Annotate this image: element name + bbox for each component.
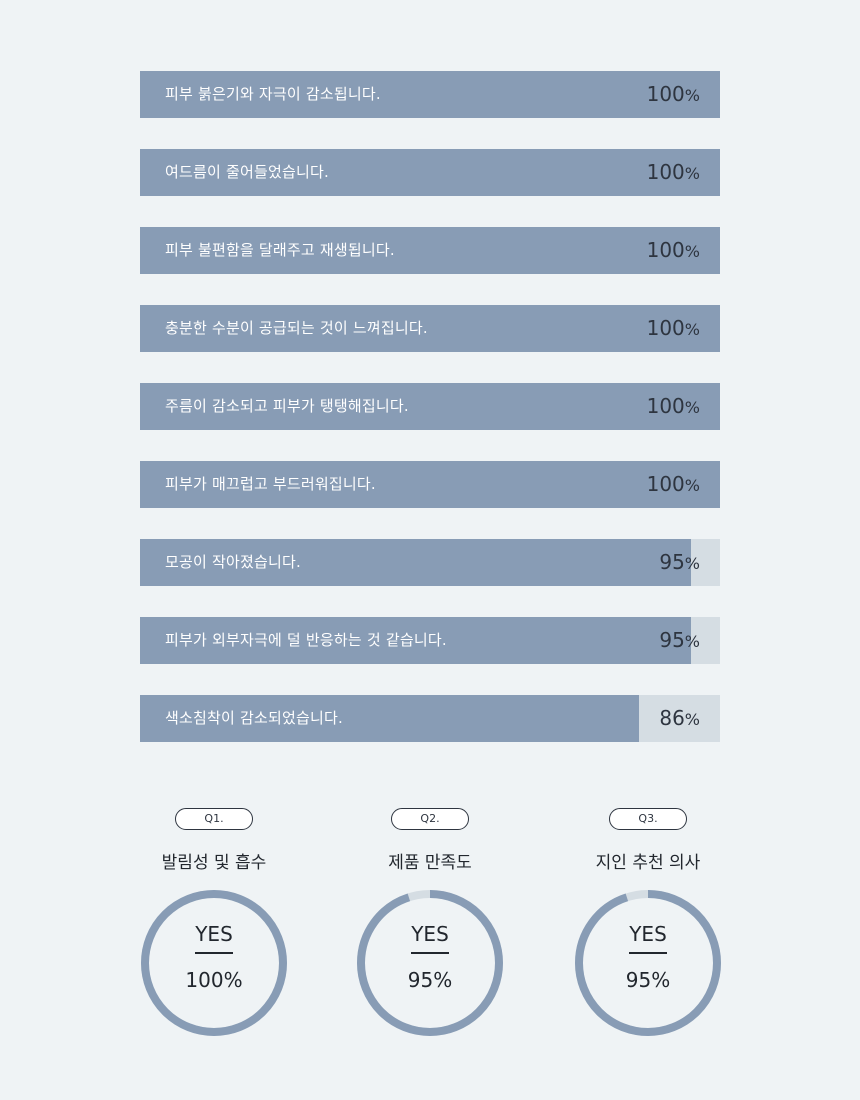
bar-row: 피부가 외부자극에 덜 반응하는 것 같습니다. 95% — [140, 617, 720, 664]
bar-fill — [140, 149, 720, 196]
q3-tag: Q3. — [609, 808, 687, 830]
bar-row: 충분한 수분이 공급되는 것이 느껴집니다. 100% — [140, 305, 720, 352]
bar-value-number: 86 — [659, 706, 685, 730]
bar-value-label: 86% — [659, 695, 700, 742]
q1-donut: YES 100% — [139, 888, 289, 1038]
bar-row: 여드름이 줄어들었습니다. 100% — [140, 149, 720, 196]
bar-value-number: 100 — [646, 394, 685, 418]
bar-value-number: 95 — [659, 628, 685, 652]
bar-fill — [140, 617, 691, 664]
bar-fill — [140, 461, 720, 508]
q2-donut-block: Q2. 제품 만족도 YES 95% — [355, 807, 505, 1038]
bar-value-number: 95 — [659, 550, 685, 574]
bar-label: 피부 불편함을 달래주고 재생됩니다. — [165, 241, 395, 259]
q1-donut-arc — [141, 890, 287, 1036]
q3-answer: YES — [629, 922, 667, 946]
q2-tag: Q2. — [391, 808, 469, 830]
q1-title: 발림성 및 흡수 — [161, 853, 267, 873]
bar-row: 모공이 작아졌습니다. 95% — [140, 539, 720, 586]
bar-fill — [140, 305, 720, 352]
q3-title: 지인 추천 의사 — [595, 853, 701, 873]
bar-row: 색소침착이 감소되었습니다. 86% — [140, 695, 720, 742]
bar-value-number: 100 — [646, 238, 685, 262]
q2-donut: YES 95% — [355, 888, 505, 1038]
q3-value: 95% — [625, 967, 671, 992]
q3-divider — [629, 952, 667, 954]
bar-row: 피부가 매끄럽고 부드러워집니다. 100% — [140, 461, 720, 508]
q1-tag: Q1. — [175, 808, 253, 830]
bar-label: 모공이 작아졌습니다. — [165, 553, 301, 571]
bar-value-unit: % — [684, 86, 700, 105]
bar-label: 피부가 외부자극에 덜 반응하는 것 같습니다. — [165, 631, 447, 649]
bar-fill — [140, 227, 720, 274]
bar-value-label: 95% — [659, 539, 700, 586]
bar-value-number: 100 — [646, 82, 685, 106]
bar-value-unit: % — [684, 554, 700, 573]
q3-donut: YES 95% — [573, 888, 723, 1038]
bar-value-number: 100 — [646, 160, 685, 184]
q2-donut-arc — [357, 890, 503, 1036]
q2-answer: YES — [411, 922, 449, 946]
bar-label: 여드름이 줄어들었습니다. — [165, 163, 329, 181]
bar-value-label: 100% — [647, 305, 700, 352]
bar-value-unit: % — [684, 710, 700, 729]
q2-value: 95% — [407, 967, 453, 992]
bar-label: 주름이 감소되고 피부가 탱탱해집니다. — [165, 397, 409, 415]
bar-value-unit: % — [684, 398, 700, 417]
bar-label: 색소침착이 감소되었습니다. — [165, 709, 343, 727]
bar-value-label: 100% — [647, 461, 700, 508]
q1-divider — [195, 952, 233, 954]
bar-row: 주름이 감소되고 피부가 탱탱해집니다. 100% — [140, 383, 720, 430]
bar-value-unit: % — [684, 164, 700, 183]
bar-label: 피부가 매끄럽고 부드러워집니다. — [165, 475, 376, 493]
bar-value-unit: % — [684, 476, 700, 495]
bar-value-unit: % — [684, 320, 700, 339]
q1-donut-block: Q1. 발림성 및 흡수 YES 100% — [139, 807, 289, 1038]
bar-fill — [140, 383, 720, 430]
q1-answer: YES — [195, 922, 233, 946]
bar-value-label: 100% — [647, 71, 700, 118]
q3-donut-block: Q3. 지인 추천 의사 YES 95% — [573, 807, 723, 1038]
q2-divider — [411, 952, 449, 954]
bar-fill — [140, 695, 639, 742]
q3-donut-arc — [575, 890, 721, 1036]
bar-value-unit: % — [684, 632, 700, 651]
bar-fill — [140, 71, 720, 118]
bar-value-label: 100% — [647, 227, 700, 274]
bar-value-label: 95% — [659, 617, 700, 664]
bar-value-label: 100% — [647, 383, 700, 430]
q2-title: 제품 만족도 — [388, 853, 472, 873]
q1-value: 100% — [185, 967, 243, 992]
bar-label: 충분한 수분이 공급되는 것이 느껴집니다. — [165, 319, 428, 337]
bar-fill — [140, 539, 691, 586]
bar-label: 피부 붉은기와 자극이 감소됩니다. — [165, 85, 381, 103]
bar-row: 피부 불편함을 달래주고 재생됩니다. 100% — [140, 227, 720, 274]
bar-value-number: 100 — [646, 472, 685, 496]
bar-value-unit: % — [684, 242, 700, 261]
bar-value-label: 100% — [647, 149, 700, 196]
bar-value-number: 100 — [646, 316, 685, 340]
survey-bar-chart: 피부 붉은기와 자극이 감소됩니다. 100% 여드름이 줄어들었습니다. 100% 피… — [140, 71, 720, 773]
bar-row: 피부 붉은기와 자극이 감소됩니다. 100% — [140, 71, 720, 118]
